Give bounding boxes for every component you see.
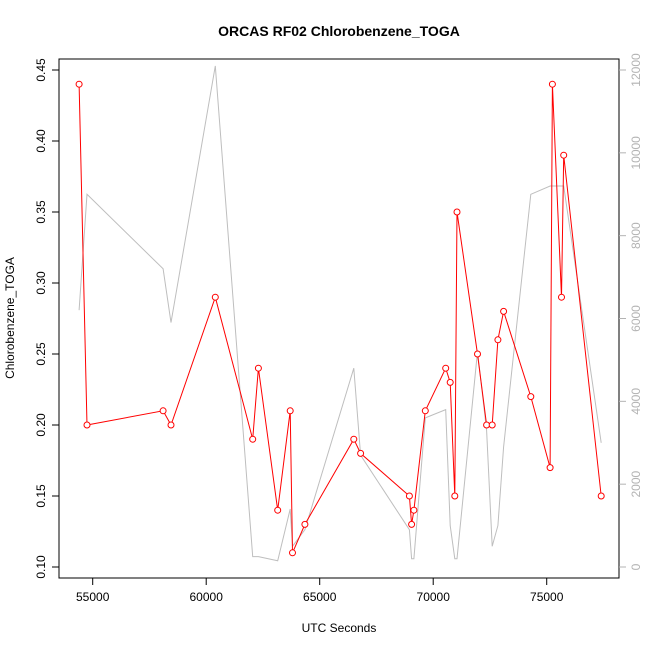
y2-tick-label: 8000: [629, 222, 643, 249]
data-point: [83, 421, 91, 429]
data-point: [350, 435, 358, 443]
x-axis-label: UTC Seconds: [302, 621, 377, 635]
data-point: [75, 80, 83, 88]
y-tick-label: 0.45: [34, 58, 48, 82]
y-tick-label: 0.25: [34, 342, 48, 366]
data-point: [488, 421, 496, 429]
data-point: [167, 421, 175, 429]
data-point: [421, 407, 429, 415]
y-tick-label: 0.10: [34, 555, 48, 579]
y2-tick-label: 2000: [629, 470, 643, 497]
data-point: [500, 307, 508, 315]
data-point: [446, 378, 454, 386]
data-point: [159, 407, 167, 415]
data-point: [527, 393, 535, 401]
data-point: [289, 549, 296, 557]
x-axis: 55000 60000 65000 70000 75000: [76, 578, 564, 604]
series-secondary-line: [78, 65, 602, 562]
data-point: [453, 208, 461, 216]
y-tick-label: 0.20: [34, 413, 48, 437]
y2-tick-label: 6000: [629, 305, 643, 332]
y2-axis: 0 2000 4000 6000 8000 10000 12000: [619, 53, 643, 570]
data-point: [558, 293, 565, 301]
data-point: [560, 151, 568, 159]
y-axis: 0.10 0.15 0.20 0.25 0.30 0.35 0.40 0.45: [34, 58, 59, 579]
y2-tick-label: 4000: [629, 388, 643, 415]
y-tick-label: 0.30: [34, 271, 48, 295]
y2-tick-label: 10000: [629, 136, 643, 170]
x-tick-label: 75000: [530, 590, 564, 604]
data-point: [249, 435, 257, 443]
data-point: [474, 350, 481, 358]
data-point: [451, 492, 459, 500]
x-tick-label: 60000: [190, 590, 224, 604]
data-point: [597, 492, 605, 500]
x-tick-label: 55000: [76, 590, 110, 604]
y2-tick-label: 12000: [629, 53, 643, 87]
data-point: [274, 506, 282, 514]
data-point: [410, 506, 418, 514]
y-tick-label: 0.40: [34, 129, 48, 153]
x-tick-label: 65000: [303, 590, 337, 604]
series-primary-line: [78, 84, 602, 554]
x-tick-label: 70000: [417, 590, 451, 604]
data-point: [301, 520, 309, 528]
chart-title: ORCAS RF02 Chlorobenzene_TOGA: [218, 23, 460, 39]
y-tick-label: 0.15: [34, 484, 48, 508]
data-point: [286, 407, 294, 415]
data-point: [548, 80, 556, 88]
y2-tick-label: 0: [629, 563, 643, 570]
data-point: [442, 364, 450, 372]
y-axis-label: Chlorobenzene_TOGA: [3, 257, 17, 379]
data-point: [357, 449, 365, 457]
data-point: [546, 464, 554, 472]
data-point: [494, 336, 502, 344]
data-point: [408, 520, 416, 528]
series-layer: [75, 65, 605, 562]
data-point: [254, 364, 262, 372]
data-point: [211, 293, 219, 301]
data-point: [405, 492, 413, 500]
y-tick-label: 0.35: [34, 200, 48, 224]
